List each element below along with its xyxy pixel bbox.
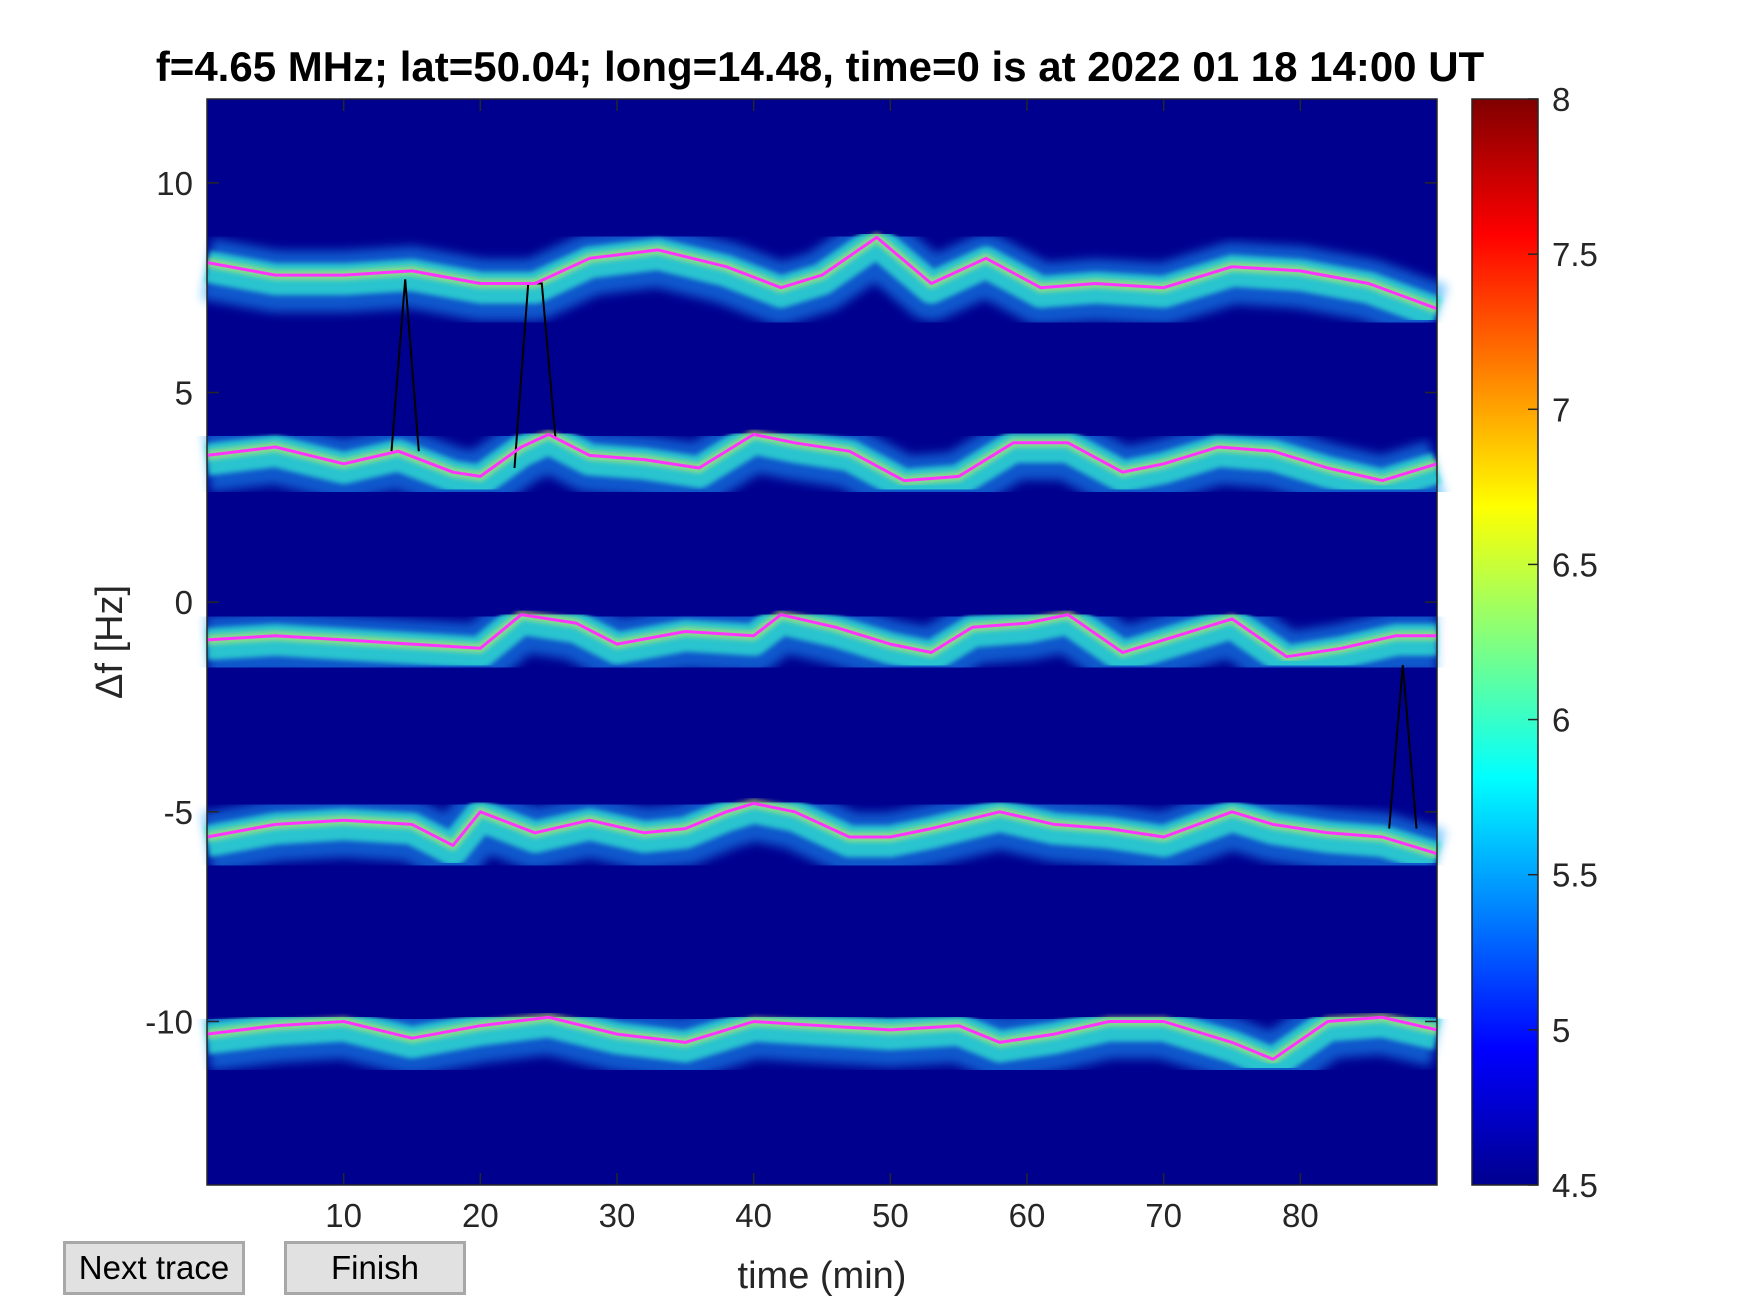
y-axis-label: Δf [Hz] xyxy=(89,585,131,699)
colorbar-tick-label: 7.5 xyxy=(1552,236,1598,273)
spike-line-2 xyxy=(1388,665,1418,829)
x-tick-label: 10 xyxy=(325,1197,362,1234)
y-axis-ticks: 10 5 0 -5 -10 xyxy=(145,165,1437,1040)
x-tick-label: 80 xyxy=(1282,1197,1319,1234)
colorbar-tick-label: 5.5 xyxy=(1552,857,1598,894)
colorbar-ticks: 8 7.5 7 6.5 6 5.5 5 4.5 xyxy=(1528,81,1598,1204)
trace-line-2 xyxy=(206,613,1437,659)
trace-line-3 xyxy=(206,801,1438,856)
colorbar-tick-label: 4.5 xyxy=(1552,1167,1598,1204)
x-tick-label: 30 xyxy=(599,1197,636,1234)
colorbar-tick-label: 8 xyxy=(1552,81,1570,118)
colorbar-tick-label: 6 xyxy=(1552,702,1570,739)
plot-frame xyxy=(206,98,1438,1186)
colorbar-tick-label: 6.5 xyxy=(1552,546,1598,583)
trace-line-1 xyxy=(206,432,1438,483)
next-trace-button[interactable]: Next trace xyxy=(63,1241,245,1295)
x-tick-label: 20 xyxy=(462,1197,499,1234)
y-tick-label: -10 xyxy=(145,1003,193,1040)
x-tick-label: 50 xyxy=(872,1197,909,1234)
doppler-traces xyxy=(206,235,1438,1061)
y-tick-label: 5 xyxy=(175,375,193,412)
x-axis-ticks: 10 20 30 40 50 60 70 80 xyxy=(325,99,1319,1234)
x-tick-label: 70 xyxy=(1145,1197,1182,1234)
x-axis-label: time (min) xyxy=(738,1255,907,1297)
x-tick-label: 40 xyxy=(735,1197,772,1234)
trace-line-4 xyxy=(206,1015,1438,1061)
finish-button[interactable]: Finish xyxy=(284,1241,466,1295)
chart-title: f=4.65 MHz; lat=50.04; long=14.48, time=… xyxy=(156,43,1485,90)
y-tick-label: 0 xyxy=(175,584,193,621)
spike-line-0 xyxy=(390,279,420,452)
trace-line-0 xyxy=(206,235,1438,311)
colorbar-tick-label: 5 xyxy=(1552,1012,1570,1049)
x-tick-label: 60 xyxy=(1009,1197,1046,1234)
y-tick-label: 10 xyxy=(156,165,193,202)
colorbar-tick-label: 7 xyxy=(1552,391,1570,428)
colorbar xyxy=(1471,98,1539,1186)
y-tick-label: -5 xyxy=(164,794,193,831)
